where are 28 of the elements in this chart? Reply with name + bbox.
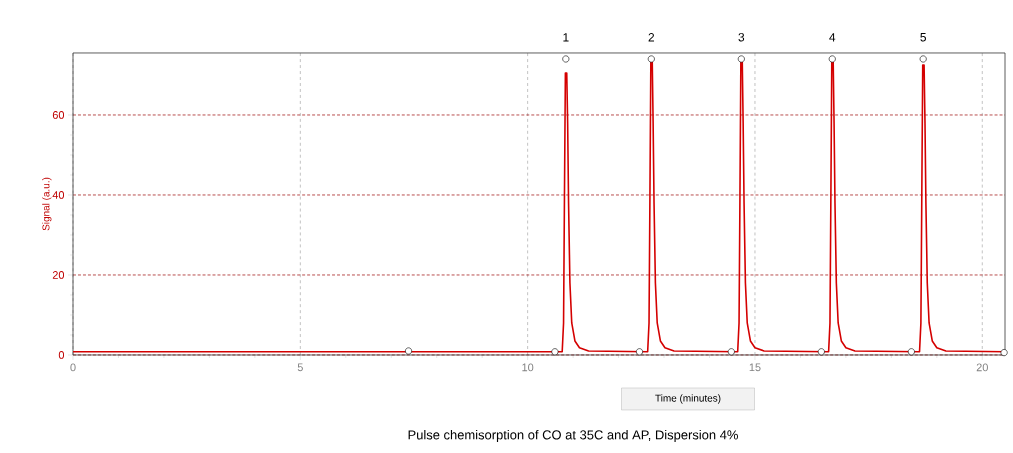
- annotation: 4: [829, 33, 836, 42]
- point: [817, 348, 825, 356]
- y-axis-title: Signal (a.u.): [42, 177, 52, 231]
- x-tick-label: 0: [70, 363, 76, 372]
- point: [737, 55, 745, 63]
- annotation: 1: [563, 33, 569, 42]
- point: [907, 348, 915, 356]
- x-tick-label: 10: [522, 363, 534, 372]
- point: [727, 348, 735, 356]
- point: [551, 348, 559, 356]
- point: [636, 348, 643, 356]
- point: [828, 55, 836, 63]
- text: Pulse chemisorption of CO at 35C and AP, Dispersion 4%: [408, 429, 738, 443]
- y-tick-label: 0: [58, 351, 65, 359]
- y-tick-label: 60: [52, 111, 65, 119]
- annotation: 2: [648, 33, 655, 42]
- x-tick-label: 5: [297, 363, 303, 372]
- point: [919, 55, 927, 63]
- annotation: 3: [738, 33, 745, 42]
- annotation: 5: [920, 33, 926, 42]
- x-axis-title: Time (minutes): [655, 394, 721, 404]
- x-tick-label: 20: [976, 363, 988, 372]
- y-tick-label: 20: [52, 271, 65, 279]
- point: [405, 347, 413, 355]
- point: [647, 55, 655, 63]
- y-tick-label: 40: [52, 191, 65, 199]
- point: [562, 55, 570, 63]
- x-tick-label: 15: [749, 363, 761, 372]
